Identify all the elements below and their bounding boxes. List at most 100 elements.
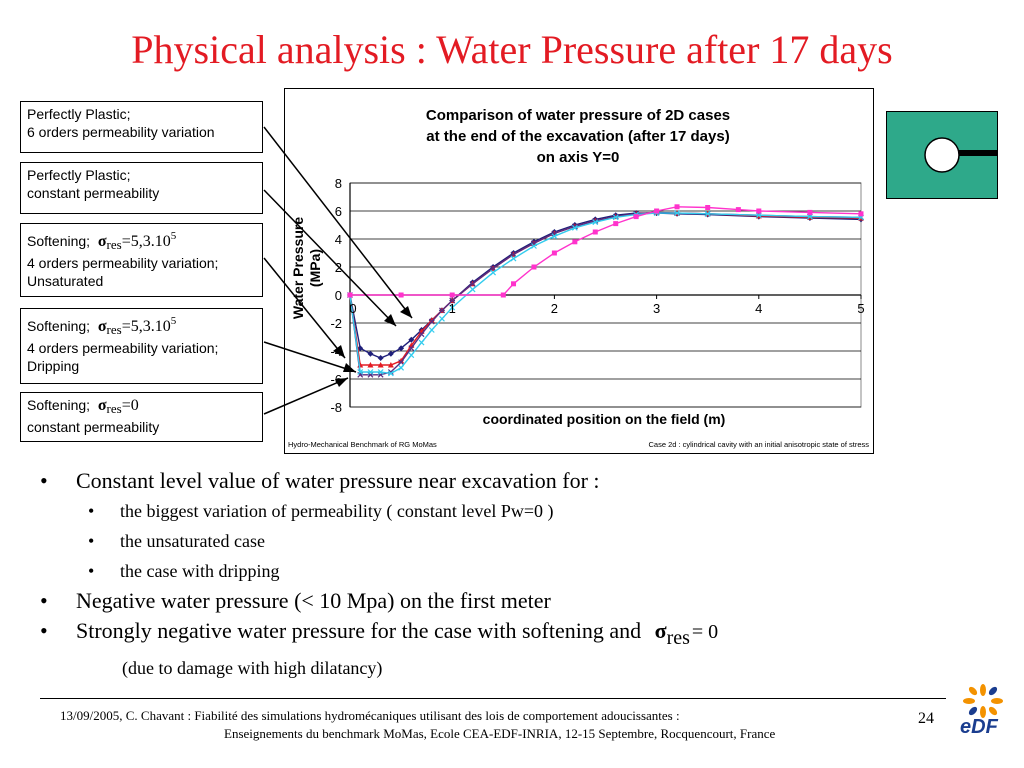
legend-box-line: Perfectly Plastic; [27, 167, 131, 183]
legend-box-line: 6 orders permeability variation [27, 124, 215, 140]
data-point [704, 210, 711, 217]
arrowhead-box1 [400, 306, 412, 318]
data-point [510, 255, 517, 262]
data-point [571, 224, 578, 231]
arrow-line-box5 [263, 377, 349, 415]
data-point [439, 307, 445, 314]
data-point [531, 264, 537, 270]
data-point [510, 251, 517, 258]
data-point [418, 331, 425, 338]
sigma-exponent: 5 [170, 315, 177, 327]
data-point [592, 229, 598, 235]
x-tick-label: 0 [349, 301, 356, 316]
sigma-subscript: res [106, 401, 122, 416]
y-axis-label-line-1: Water Pressure [290, 217, 306, 319]
data-point [449, 304, 456, 311]
data-point [377, 362, 384, 368]
data-point [398, 364, 405, 371]
bullet-list: Constant level value of water pressure n… [40, 466, 1000, 681]
data-point [531, 243, 537, 249]
footer-citation-line-1: 13/09/2005, C. Chavant : Fiabilité des s… [60, 708, 680, 723]
data-point [357, 345, 364, 352]
data-point [398, 292, 404, 298]
annotation-arrows [263, 126, 413, 415]
data-point [387, 370, 394, 377]
data-point [705, 205, 711, 210]
legend-prefix: Softening; [27, 318, 91, 334]
x-tick-label: 1 [449, 301, 456, 316]
data-point [469, 286, 476, 293]
data-point [633, 214, 639, 220]
legend-box-line: Unsaturated [27, 273, 104, 289]
cavity-drawing [924, 137, 997, 173]
data-point [490, 269, 497, 276]
data-point [806, 213, 813, 220]
sigma-value: =5,3.10 [121, 233, 171, 250]
legend-box-softening-dripping: Softening; σres=5,3.105 4 orders permeab… [20, 308, 263, 384]
data-point [408, 336, 415, 343]
data-point [674, 204, 680, 210]
sigma-symbol: σ [97, 397, 107, 414]
data-point [387, 362, 394, 368]
data-point [428, 327, 435, 333]
sub-bullet-item: the biggest variation of permeability ( … [40, 496, 1000, 526]
y-tick-label: -8 [330, 400, 342, 415]
data-point [408, 352, 415, 359]
data-point [449, 297, 456, 304]
data-point [428, 318, 435, 325]
data-point [347, 292, 353, 298]
chart-title-line-3: on axis Y=0 [537, 149, 620, 166]
slide-title: Physical analysis : Water Pressure after… [131, 27, 893, 72]
legend-box-line: constant permeability [27, 185, 160, 201]
data-point [357, 369, 364, 375]
data-point [428, 317, 435, 323]
data-point [398, 359, 405, 366]
legend-box-line: Softening; σres=5,3.105 [27, 227, 256, 254]
data-point [807, 209, 813, 215]
x-tick-label: 3 [653, 301, 660, 316]
data-point [418, 339, 425, 346]
arrow-line-box4 [263, 341, 357, 373]
data-point [735, 207, 741, 213]
legend-box-line: constant permeability [27, 419, 160, 435]
chart-note-left: Hydro-Mechanical Benchmark of RG MoMas [288, 440, 437, 449]
sigma-subscript: res [106, 237, 122, 252]
data-point [551, 250, 557, 256]
cavity-circle [924, 137, 960, 173]
x-tick-label: 5 [857, 301, 864, 316]
sub-bullet-item: the case with dripping [40, 556, 1000, 586]
legend-box-line: Softening; σres=5,3.105 [27, 312, 256, 339]
arrowhead-box2 [384, 314, 396, 326]
data-point [408, 345, 415, 352]
data-point [398, 345, 405, 352]
data-point [572, 239, 578, 245]
data-point [449, 292, 455, 298]
y-axis-label-line-2: (MPa) [307, 249, 323, 287]
data-point [500, 292, 506, 298]
annotation-arrowheads [333, 306, 412, 387]
edf-logo-icon [963, 684, 1003, 718]
bullet-text: Strongly negative water pressure for the… [76, 618, 642, 643]
y-tick-label: -2 [330, 316, 342, 331]
bullet-item: Strongly negative water pressure for the… [40, 616, 1000, 653]
chart-title-line-1: Comparison of water pressure of 2D cases [426, 107, 730, 124]
legend-box-softening-unsaturated: Softening; σres=5,3.105 4 orders permeab… [20, 223, 263, 297]
footer-divider [40, 698, 946, 699]
sigma-value: = 0 [691, 621, 719, 643]
legend-box-perfectly-plastic-constant: Perfectly Plastic; constant permeability [20, 162, 263, 214]
x-axis-label: coordinated position on the field (m) [483, 411, 726, 427]
sigma-value: =5,3.10 [121, 318, 171, 335]
data-point [377, 355, 384, 361]
data-point [612, 214, 619, 221]
data-point [439, 315, 445, 322]
data-point [654, 208, 660, 214]
legend-box-line: Softening; σres=0 [27, 396, 256, 418]
arrow-line-box3 [263, 257, 346, 359]
data-point [511, 281, 517, 287]
data-point [755, 212, 762, 219]
arrow-line-box2 [263, 189, 397, 327]
edf-logo-text: eDF [960, 716, 998, 738]
data-point [674, 210, 680, 217]
data-point [756, 208, 762, 214]
